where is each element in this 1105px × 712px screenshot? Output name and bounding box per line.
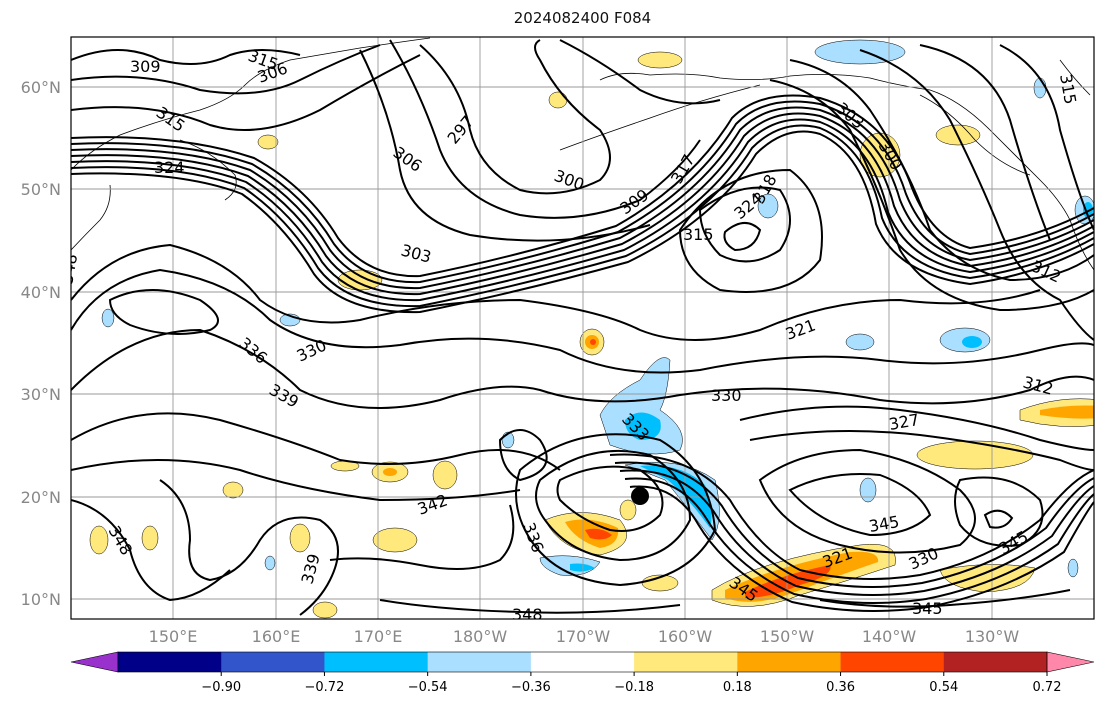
contour-label: 309 — [130, 57, 161, 76]
contour-label: 327 — [887, 410, 920, 434]
contour-label: 342 — [415, 490, 450, 518]
lat-label: 50°N — [21, 180, 61, 199]
contour-label: 339 — [266, 380, 302, 412]
contour-label: 315 — [1056, 72, 1080, 105]
lon-label: 160°E — [252, 627, 301, 646]
contour-label: 330 — [906, 543, 942, 573]
contour-label: 336 — [519, 520, 547, 555]
lat-label: 60°N — [21, 78, 61, 97]
lon-label: 180°W — [453, 627, 508, 646]
colorbar-cell — [427, 652, 532, 672]
contour-label: 348 — [57, 252, 81, 285]
lon-label: 160°W — [658, 627, 713, 646]
colorbar-cell — [943, 652, 1048, 672]
contour-label: 312 — [1021, 373, 1055, 399]
colorbar-tick-label: −0.18 — [614, 680, 654, 695]
colorbar-frame — [117, 651, 1048, 673]
lat-label: 10°N — [21, 590, 61, 609]
colorbar-tick-label: 0.54 — [929, 680, 958, 695]
lon-label: 150°E — [149, 627, 198, 646]
contour-label: 345 — [912, 599, 943, 618]
contour-label: 315 — [683, 225, 714, 244]
lon-label: 150°W — [760, 627, 815, 646]
contour-label: 300 — [552, 166, 587, 194]
contour-label: 303 — [399, 241, 433, 267]
colorbar-extend-min — [70, 651, 119, 673]
lon-label: 130°W — [965, 627, 1020, 646]
colorbar-cell — [221, 652, 325, 672]
height-contours — [71, 39, 1094, 616]
contour-label: 339 — [298, 552, 324, 586]
lon-label: 140°W — [862, 627, 917, 646]
contour-label: 317 — [667, 151, 699, 187]
contour-label: 297 — [444, 112, 478, 148]
colorbar-cell — [634, 652, 738, 672]
colorbar-cell — [118, 652, 222, 672]
lon-label: 170°E — [354, 627, 403, 646]
colorbar-tick-label: −0.54 — [408, 680, 448, 695]
contour-label: 348 — [512, 605, 543, 624]
colorbar-tick-label: −0.72 — [305, 680, 345, 695]
colorbar-cell — [737, 652, 842, 672]
contour-label: 324 — [154, 158, 185, 177]
longitude-labels: 150°E 160°E 170°E 180°W 170°W 160°W 150°… — [149, 627, 1020, 646]
contour-label: 330 — [294, 335, 330, 365]
lat-label: 40°N — [21, 283, 61, 302]
lat-label: 30°N — [21, 385, 61, 404]
contour-label: 315 — [153, 103, 189, 136]
plot-frame — [70, 36, 1095, 620]
lat-label: 20°N — [21, 488, 61, 507]
storm-center-marker — [631, 487, 649, 505]
colorbar-cell — [324, 652, 429, 672]
colorbar: −0.90 −0.72 −0.54 −0.36 −0.18 0.18 0.36 0.54 0.7… — [70, 651, 1095, 695]
colorbar-tick-label: 0.18 — [723, 680, 752, 695]
colorbar-tick-label: −0.36 — [511, 680, 551, 695]
colorbar-cell — [530, 652, 635, 672]
colorbar-extend-max — [1046, 651, 1095, 673]
colorbar-tick-label: 0.36 — [826, 680, 855, 695]
latitude-labels: 60°N 50°N 40°N 30°N 20°N 10°N — [21, 78, 61, 609]
colorbar-tick-label: −0.90 — [201, 680, 241, 695]
map-title: 2024082400 F084 — [513, 9, 652, 27]
colorbar-cell — [840, 652, 945, 672]
contour-label: 330 — [711, 386, 742, 405]
colorbar-tick-label: 0.72 — [1033, 680, 1062, 695]
lon-label: 170°W — [556, 627, 611, 646]
